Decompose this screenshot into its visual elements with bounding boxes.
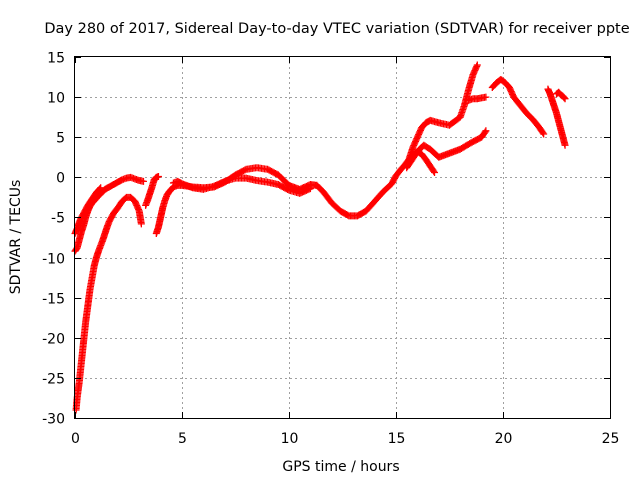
x-tick-label: 25 xyxy=(602,431,620,447)
data-point xyxy=(561,141,569,149)
series-track-4 xyxy=(142,173,162,209)
data-point xyxy=(97,184,105,192)
y-tick-label: 5 xyxy=(56,131,65,147)
data-point xyxy=(430,167,438,175)
y-tick-label: -15 xyxy=(42,292,65,308)
data-point xyxy=(306,185,314,193)
y-tick-label: 15 xyxy=(47,51,65,67)
series-track-11 xyxy=(465,93,490,104)
y-tick-label: 0 xyxy=(56,171,65,187)
data-point xyxy=(482,93,490,101)
y-tick-label: -25 xyxy=(42,372,65,388)
x-tick-label: 0 xyxy=(71,431,80,447)
series-track-12 xyxy=(488,75,548,138)
grid-lines xyxy=(75,57,610,418)
y-tick-label: -20 xyxy=(42,332,65,348)
series-track-3 xyxy=(72,193,145,414)
data-point xyxy=(154,173,162,181)
data-point xyxy=(431,169,439,177)
x-tick-label: 5 xyxy=(178,431,187,447)
series-track-1 xyxy=(71,173,147,255)
data-point xyxy=(560,93,568,101)
series-track-8 xyxy=(405,61,481,164)
axis-ticks xyxy=(75,57,611,419)
x-tick-label: 15 xyxy=(388,431,406,447)
y-tick-label: 10 xyxy=(47,91,65,107)
series-track-2 xyxy=(71,184,105,237)
plot-frame xyxy=(74,56,611,419)
series-track-7 xyxy=(313,156,413,220)
x-tick-label: 10 xyxy=(281,431,299,447)
data-point xyxy=(539,129,547,137)
x-axis-label: GPS time / hours xyxy=(282,459,399,475)
data-point xyxy=(139,177,147,185)
data-point xyxy=(561,95,569,103)
axis-tick-labels: 0 5 10 15 20 25 -30 -25 -20 -15 -10 -5 0 5 10 15 xyxy=(42,51,619,448)
series-track-9 xyxy=(403,127,490,172)
y-tick-label: -30 xyxy=(42,412,65,428)
series-track-10 xyxy=(405,148,439,177)
data-point xyxy=(482,127,490,135)
y-axis-label: SDTVAR / TECUs xyxy=(8,180,24,295)
chart-title: Day 280 of 2017, Sidereal Day-to-day VTE… xyxy=(44,21,629,37)
series-track-13 xyxy=(544,85,569,149)
data-points xyxy=(71,61,569,414)
data-point xyxy=(481,128,489,136)
data-point xyxy=(96,185,104,193)
series-track-14 xyxy=(553,88,569,103)
y-tick-label: -10 xyxy=(42,252,65,268)
data-point xyxy=(540,130,548,138)
data-point xyxy=(137,220,145,228)
series-track-6 xyxy=(169,174,314,197)
data-point xyxy=(560,94,568,102)
data-point xyxy=(473,61,481,69)
y-tick-label: -5 xyxy=(51,211,65,227)
x-tick-label: 20 xyxy=(495,431,513,447)
